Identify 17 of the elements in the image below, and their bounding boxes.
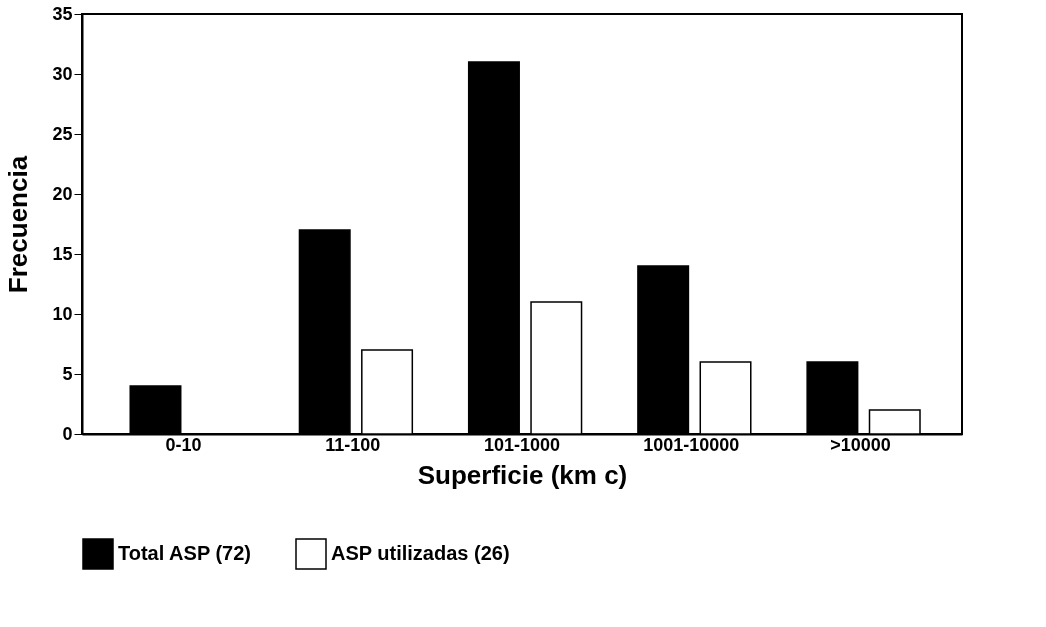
x-axis-title: Superficie (km c)	[417, 459, 628, 490]
x-tick-label: 101-1000	[483, 434, 561, 455]
y-tick-label: 0	[62, 423, 73, 444]
y-tick-label: 30	[52, 63, 73, 84]
y-axis-title: Frecuencia	[3, 155, 34, 294]
x-tick-label: 0-10	[165, 434, 202, 455]
y-tick-label: 5	[62, 363, 73, 384]
x-tick-label: 1001-10000	[643, 434, 740, 455]
y-tick-label: 10	[52, 303, 73, 324]
y-tick-label: 25	[52, 123, 73, 144]
y-tick-label: 20	[52, 183, 73, 204]
y-tick-label: 15	[52, 243, 73, 264]
x-tick-label: 11-100	[325, 434, 381, 455]
y-tick-label: 35	[52, 3, 73, 24]
legend-label: ASP utilizadas (26)	[331, 542, 510, 564]
x-tick-label: >10000	[830, 434, 891, 455]
legend-label: Total ASP (72)	[118, 542, 251, 564]
